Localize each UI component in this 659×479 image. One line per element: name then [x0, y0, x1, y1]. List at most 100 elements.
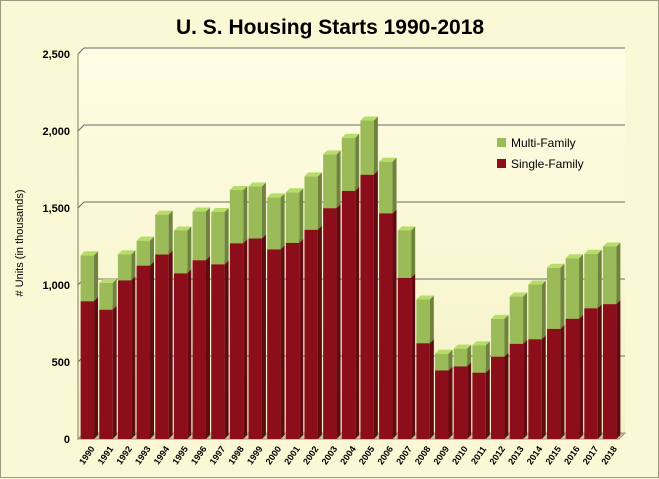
x-tick-label: 2016: [562, 444, 582, 466]
multi-family-bar-side: [280, 193, 285, 250]
y-tick-label: 1,500: [42, 203, 70, 215]
multi-family-bar: [491, 318, 505, 357]
x-tick-label: 2015: [543, 444, 563, 466]
multi-family-bar-side: [205, 207, 210, 261]
multi-family-bar: [136, 240, 151, 266]
multi-family-bar-side: [579, 254, 584, 319]
multi-family-bar: [584, 253, 598, 309]
multi-family-bar-top: [491, 314, 509, 319]
single-family-bar: [360, 174, 374, 439]
multi-family-bar: [341, 137, 356, 191]
single-family-bar: [267, 249, 281, 439]
multi-family-bar-side: [94, 251, 99, 302]
multi-family-bar: [416, 299, 430, 344]
legend-label-single-family: Single-Family: [511, 157, 584, 171]
multi-family-bar-top: [80, 251, 99, 256]
single-family-bar-side: [261, 234, 266, 439]
single-family-bar-side: [168, 250, 173, 439]
single-family-bar-side: [560, 324, 565, 439]
legend-swatch-multi-family: [497, 138, 506, 147]
gridline: [77, 124, 625, 132]
single-family-bar-side: [131, 276, 136, 439]
multi-family-bar-top: [99, 278, 117, 283]
multi-family-bar: [304, 176, 318, 230]
multi-family-bar-side: [541, 280, 546, 340]
single-family-bar-side: [94, 297, 99, 439]
single-family-bar: [397, 277, 412, 439]
single-family-bar-side: [504, 352, 509, 439]
legend: Multi-Family Single-Family: [497, 136, 584, 171]
multi-family-bar-top: [136, 236, 155, 241]
multi-family-bar: [546, 267, 561, 329]
single-family-bar-side: [616, 300, 621, 439]
x-tick-label: 2003: [320, 444, 340, 466]
x-tick-label: 2009: [431, 444, 451, 466]
multi-family-bar-side: [467, 344, 472, 367]
single-family-bar: [155, 254, 169, 439]
single-family-bar: [416, 343, 430, 439]
multi-family-bar-top: [435, 349, 453, 354]
x-tick-label: 1997: [208, 444, 228, 466]
multi-family-bar-side: [429, 295, 434, 344]
multi-family-bar-side: [261, 182, 266, 239]
gridline: [77, 201, 625, 209]
x-tick-label: 1998: [226, 444, 246, 466]
multi-family-bar-side: [187, 226, 192, 274]
multi-family-bar: [509, 296, 524, 344]
single-family-bar-side: [355, 186, 360, 439]
multi-family-bar-top: [509, 292, 528, 297]
multi-family-bar-side: [392, 157, 397, 214]
chart-title: U. S. Housing Starts 1990-2018: [176, 16, 484, 39]
single-family-bar-side: [336, 204, 341, 439]
single-family-bar-side: [541, 335, 546, 439]
single-family-bar-side: [579, 314, 584, 439]
single-family-bar-side: [597, 304, 602, 439]
x-tick-label: 1992: [114, 444, 134, 466]
multi-family-bar-side: [373, 116, 378, 175]
multi-family-bar-top: [192, 207, 210, 212]
multi-family-bar: [472, 345, 486, 373]
multi-family-bar: [173, 230, 188, 274]
multi-family-bar-side: [560, 263, 565, 329]
single-family-bar: [211, 264, 225, 439]
multi-family-bar: [323, 154, 337, 209]
single-family-bar: [453, 366, 468, 439]
single-family-bar: [435, 370, 449, 439]
multi-family-bar-side: [336, 150, 341, 209]
multi-family-bar: [80, 255, 95, 302]
single-family-bar: [173, 273, 188, 439]
x-tick-label: 2018: [599, 444, 619, 466]
multi-family-bar-top: [453, 344, 472, 349]
x-tick-label: 2007: [394, 444, 414, 466]
x-tick-label: 2012: [487, 444, 507, 466]
single-family-bar: [248, 238, 262, 439]
single-family-bar: [323, 208, 337, 439]
x-tick-label: 2010: [450, 444, 470, 466]
multi-family-bar-top: [528, 280, 546, 285]
single-family-bar-side: [429, 339, 434, 439]
multi-family-bar-top: [248, 182, 266, 187]
multi-family-bar-top: [584, 249, 602, 254]
single-family-bar-side: [523, 339, 528, 439]
multi-family-bar: [192, 211, 206, 261]
single-family-bar-side: [467, 362, 472, 439]
x-tick-label: 2017: [581, 444, 601, 466]
single-family-bar: [99, 309, 113, 439]
multi-family-bar-top: [229, 185, 248, 190]
y-tick-label: 1,000: [42, 280, 70, 292]
multi-family-bar-top: [341, 133, 360, 138]
single-family-bar: [584, 308, 598, 439]
multi-family-bar-side: [504, 314, 509, 357]
multi-family-bar-top: [565, 254, 584, 259]
y-tick-label: 500: [52, 357, 70, 369]
bars: [80, 116, 621, 439]
multi-family-bar-side: [243, 185, 248, 244]
y-tick-label: 2,000: [42, 126, 70, 138]
single-family-bar: [379, 213, 393, 439]
multi-family-bar-side: [616, 242, 621, 305]
x-tick-label: 2013: [506, 444, 526, 466]
multi-family-bar: [248, 186, 262, 239]
multi-family-bar-top: [323, 150, 341, 155]
single-family-bar: [565, 318, 580, 439]
